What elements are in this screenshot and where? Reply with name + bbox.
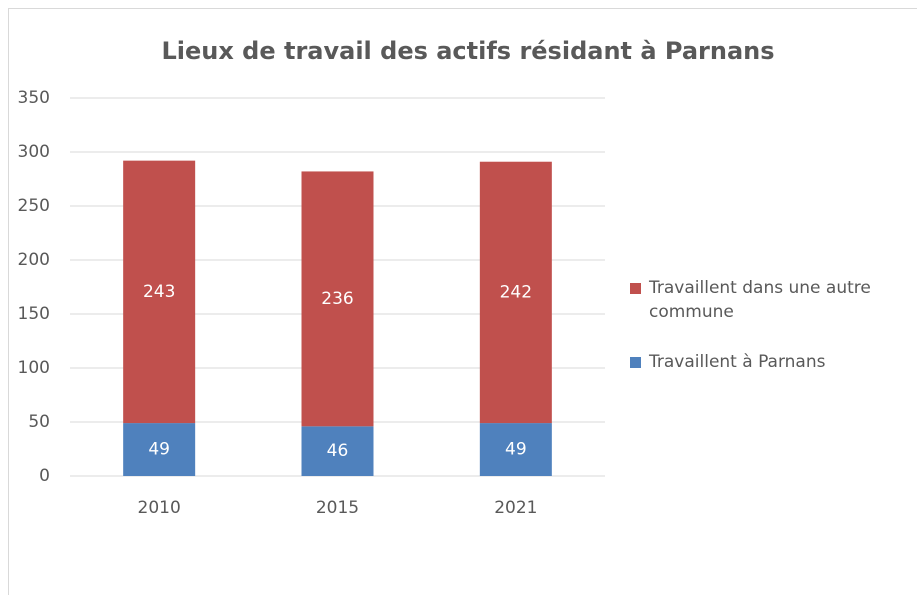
bar-segment xyxy=(301,426,374,476)
legend-swatch xyxy=(630,283,641,294)
y-tick-label: 350 xyxy=(18,88,50,108)
x-tick-label: 2015 xyxy=(316,498,359,518)
legend-item: Travaillent à Parnans xyxy=(630,350,900,374)
legend-label: Travaillent dans une autre commune xyxy=(649,278,871,322)
data-label: 46 xyxy=(327,441,349,461)
bar-segment xyxy=(123,160,196,424)
data-label: 243 xyxy=(143,282,175,302)
legend-item: Travaillent dans une autre commune xyxy=(630,276,900,324)
legend-label: Travaillent à Parnans xyxy=(649,352,826,372)
data-label: 49 xyxy=(505,440,527,460)
y-tick-label: 300 xyxy=(18,142,50,162)
y-tick-label: 50 xyxy=(28,412,50,432)
y-tick-label: 250 xyxy=(18,196,50,216)
y-tick-label: 200 xyxy=(18,250,50,270)
bar-segment xyxy=(479,161,552,424)
data-label: 242 xyxy=(500,282,532,302)
chart-border xyxy=(8,8,917,595)
y-tick-label: 150 xyxy=(18,304,50,324)
data-label: 236 xyxy=(321,289,353,309)
x-tick-label: 2010 xyxy=(138,498,181,518)
y-tick-label: 0 xyxy=(39,466,50,486)
data-label: 49 xyxy=(148,440,170,460)
bar-segment xyxy=(479,423,552,476)
bar-segment xyxy=(123,423,196,476)
bar-segment xyxy=(301,171,374,427)
y-tick-label: 100 xyxy=(18,358,50,378)
legend-swatch xyxy=(630,357,641,368)
chart-title: Lieux de travail des actifs résidant à P… xyxy=(161,37,774,65)
x-tick-label: 2021 xyxy=(494,498,537,518)
